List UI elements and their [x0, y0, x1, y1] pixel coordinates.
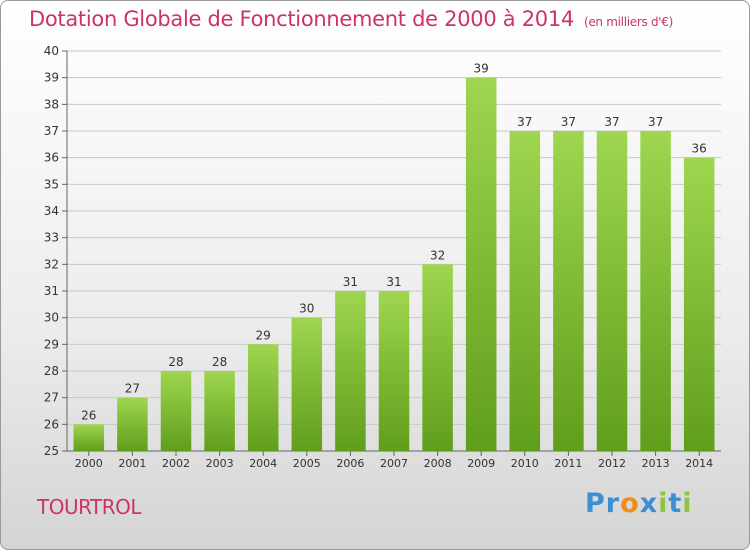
x-tick-label: 2009 [467, 457, 495, 470]
bar [204, 371, 235, 451]
data-label: 31 [386, 275, 401, 289]
bar [378, 291, 410, 451]
y-tick-label: 29 [44, 337, 59, 351]
y-tick-label: 33 [44, 231, 59, 245]
bar [117, 397, 148, 451]
y-tick-label: 35 [44, 177, 59, 191]
x-tick-label: 2014 [685, 457, 713, 470]
y-tick-label: 36 [44, 151, 59, 165]
bar [160, 371, 192, 451]
data-label: 27 [125, 382, 140, 396]
logo-letter: i [682, 488, 693, 519]
x-tick-label: 2012 [598, 457, 626, 470]
bar [509, 131, 541, 451]
logo-letter: P [585, 488, 606, 519]
data-label: 30 [299, 302, 314, 316]
x-tick-label: 2006 [336, 457, 364, 470]
x-tick-label: 2011 [554, 457, 582, 470]
y-tick-label: 32 [44, 257, 59, 271]
x-tick-label: 2002 [162, 457, 190, 470]
y-tick-label: 34 [44, 204, 59, 218]
x-tick-label: 2007 [380, 457, 408, 470]
data-labels: 26 27 28 28 29 30 31 31 32 39 37 37 37 37 36 [81, 62, 707, 423]
bar [73, 424, 105, 451]
logo-letter: i [658, 488, 669, 519]
x-tick-label: 2013 [642, 457, 670, 470]
bar [640, 131, 671, 451]
y-tick-label: 38 [44, 97, 59, 111]
y-tick-label: 28 [44, 364, 59, 378]
logo-letter: t [668, 488, 683, 519]
chart-title-text: Dotation Globale de Fonctionnement de 20… [29, 7, 574, 31]
x-tick-label: 2003 [206, 457, 234, 470]
data-label: 37 [517, 115, 532, 129]
data-label: 28 [212, 355, 227, 369]
y-tick-label: 39 [44, 71, 59, 85]
logo-letter: o [620, 488, 640, 519]
y-tick-label: 40 [44, 44, 59, 58]
bar [683, 157, 715, 451]
y-tick-label: 30 [44, 311, 59, 325]
data-label: 29 [256, 328, 271, 342]
x-tick-labels: 2000 2001 2002 2003 2004 2005 2006 2007 2008 2009… [75, 457, 713, 470]
x-tick-label: 2008 [424, 457, 452, 470]
y-tick-label: 31 [44, 284, 59, 298]
chart-unit: (en milliers d'€) [583, 15, 673, 29]
y-tick-label: 37 [44, 124, 59, 138]
bar [247, 344, 279, 451]
data-label: 32 [430, 248, 445, 262]
y-tick-label: 26 [44, 417, 59, 431]
bar [465, 77, 497, 452]
y-tick-label: 27 [44, 391, 59, 405]
data-label: 39 [474, 62, 489, 76]
commune-name: TOURTROL [37, 495, 142, 519]
data-label: 26 [81, 408, 96, 422]
data-label: 36 [692, 142, 707, 156]
data-label: 28 [168, 355, 183, 369]
data-label: 37 [561, 115, 576, 129]
bar [553, 131, 584, 451]
x-tick-label: 2004 [249, 457, 277, 470]
chart-title: Dotation Globale de Fonctionnement de 20… [29, 7, 673, 31]
x-tick-label: 2000 [75, 457, 103, 470]
x-tick-label: 2005 [293, 457, 321, 470]
x-tick-label: 2010 [511, 457, 539, 470]
data-label: 31 [343, 275, 358, 289]
y-tick-label: 25 [44, 444, 59, 458]
bar [291, 317, 323, 451]
data-label: 37 [604, 115, 619, 129]
data-label: 37 [648, 115, 663, 129]
bar [335, 291, 366, 451]
bar [596, 131, 628, 451]
proxiti-logo[interactable]: Proxiti [585, 488, 693, 519]
y-tick-labels: 25 26 27 28 29 30 31 32 33 34 35 36 37 38 39 40 [44, 44, 59, 458]
x-tick-label: 2001 [118, 457, 146, 470]
bar [422, 264, 453, 451]
logo-letter: x [639, 488, 659, 519]
logo-letter: r [605, 488, 621, 519]
bars [73, 77, 715, 452]
